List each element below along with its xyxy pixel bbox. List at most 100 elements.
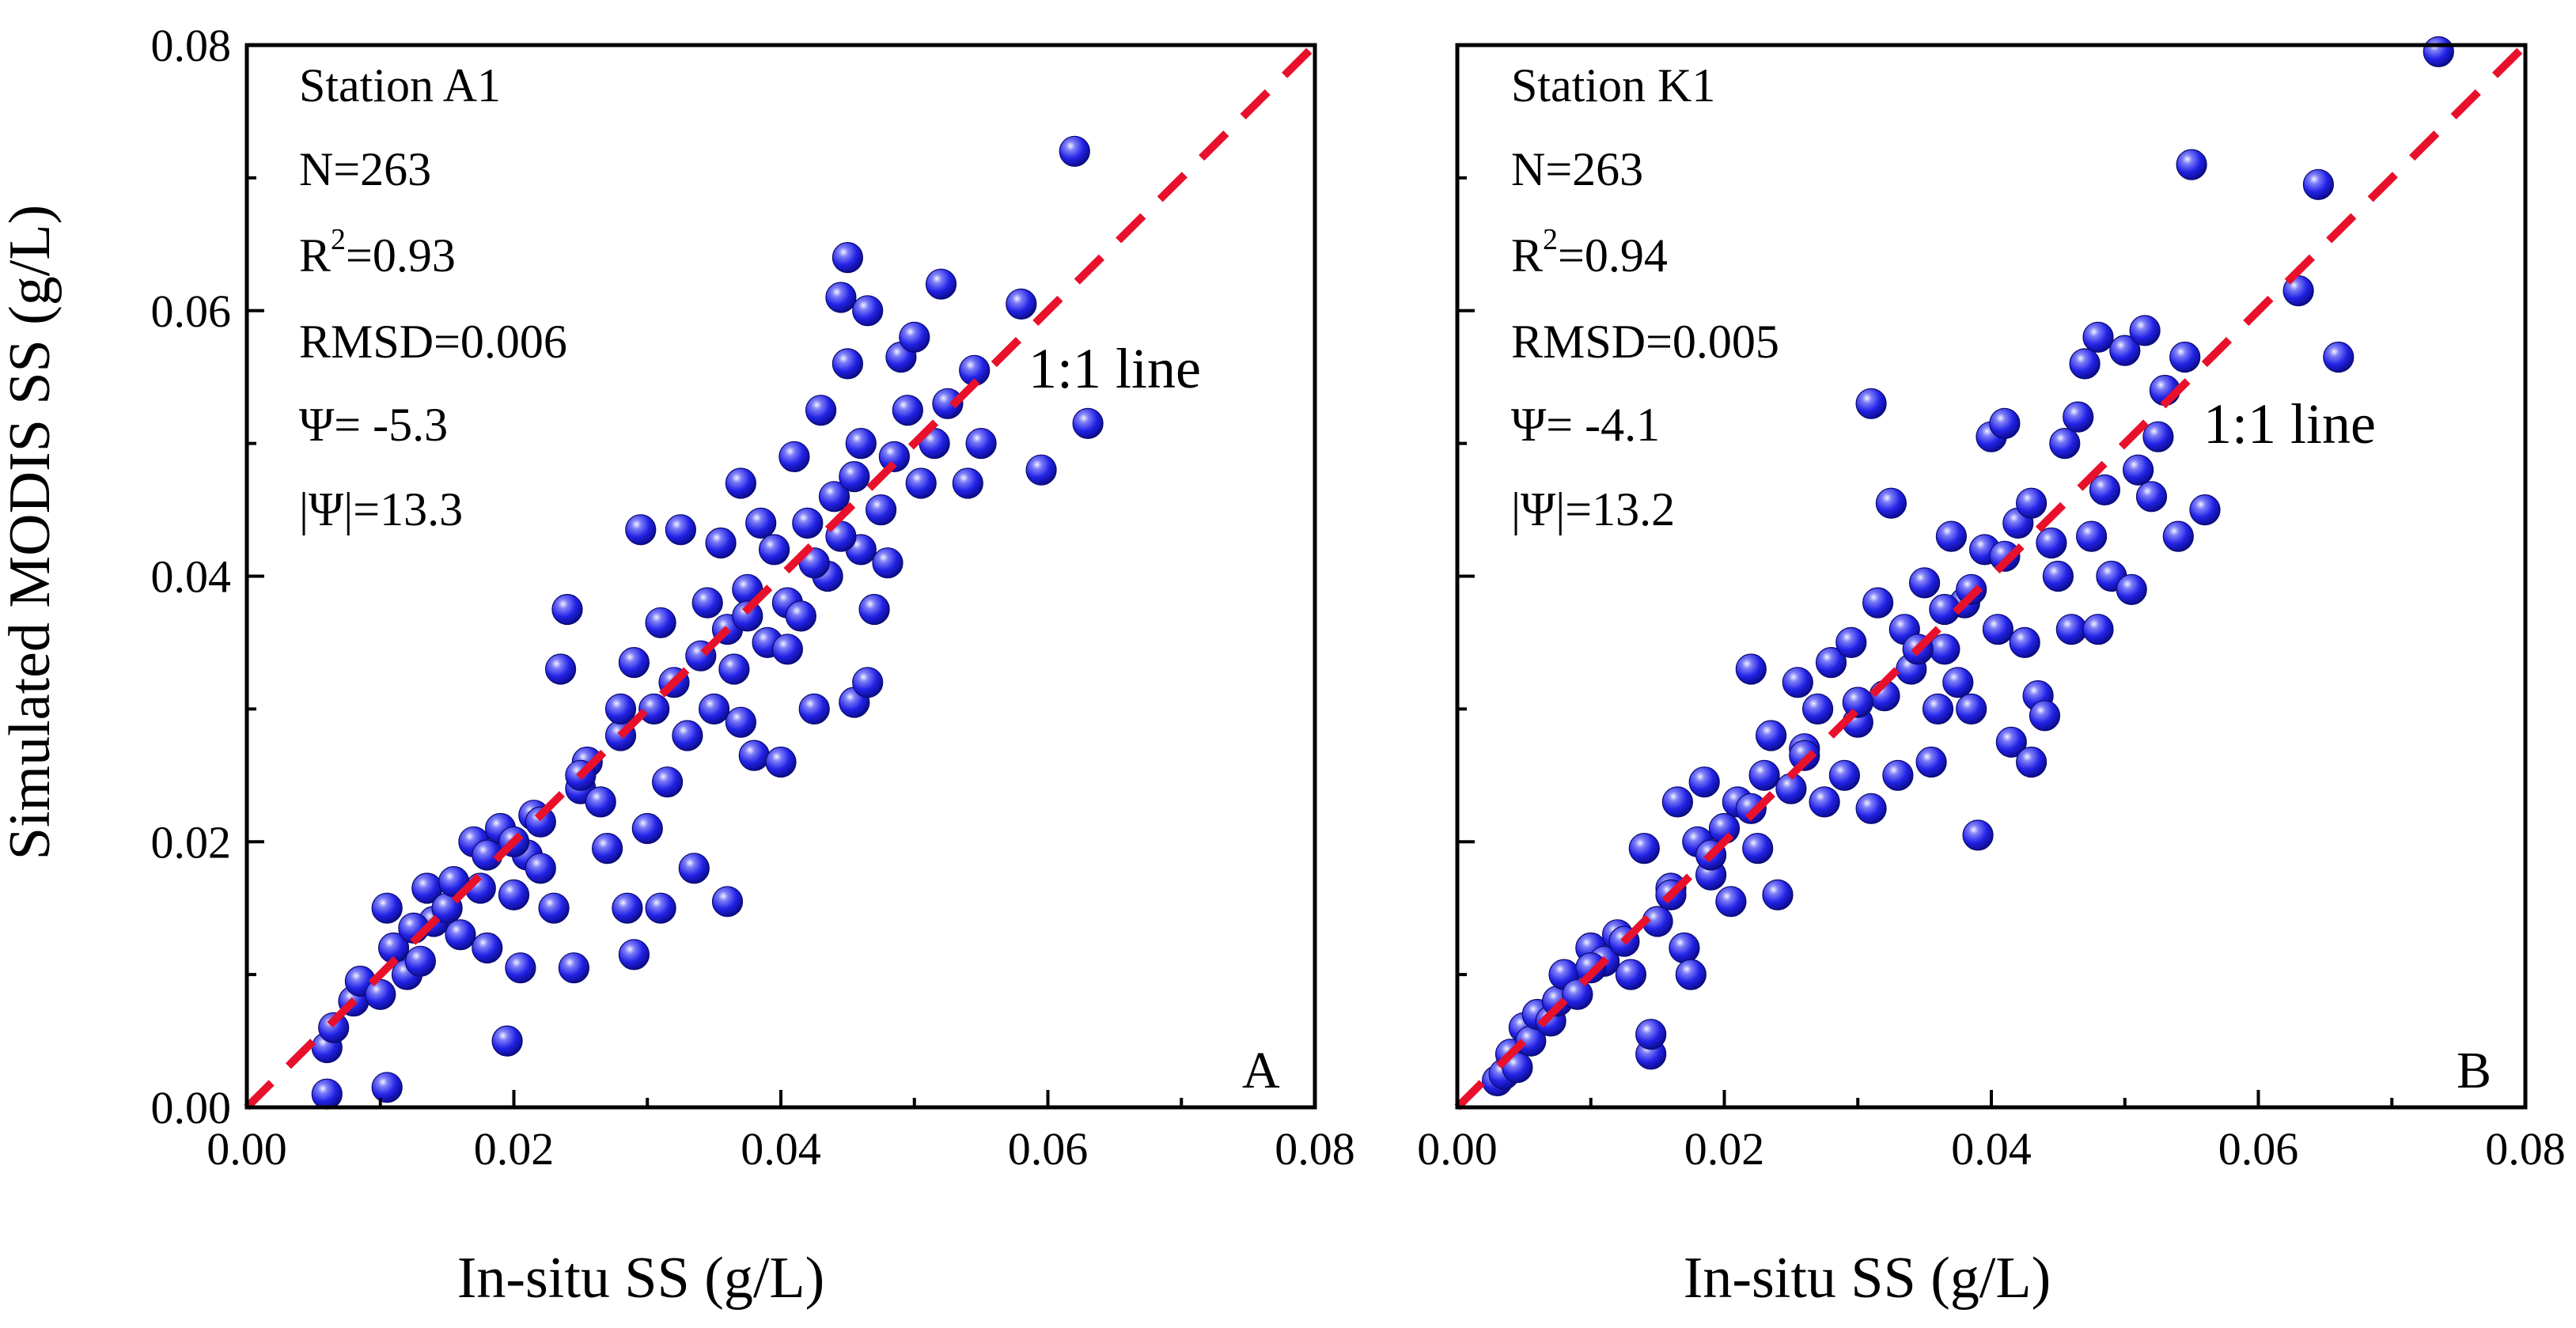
panel-a-point-0 <box>311 1078 343 1110</box>
panel-a-point-48 <box>691 587 723 619</box>
panel-b-point-97 <box>1956 573 1987 605</box>
panel-b-point-91 <box>2189 494 2221 526</box>
panel-b-point-98 <box>1989 540 2021 572</box>
panel-a-r2: R2=0.93 <box>299 223 456 282</box>
panel-a-y-tick-label: 0.08 <box>151 20 232 71</box>
panel-a-point-20 <box>498 879 530 911</box>
panel-b-point-24 <box>1688 766 1720 798</box>
panel-a-point-67 <box>805 395 837 426</box>
panel-b-points <box>1481 36 2454 1097</box>
panel-a-point-32 <box>591 832 623 865</box>
panel-b-abs-psi: |Ψ|=13.2 <box>1511 483 1675 535</box>
panel-a-point-10 <box>404 945 437 977</box>
panel-b-point-55 <box>1935 520 1967 552</box>
panel-b-point-71 <box>2042 560 2074 592</box>
panel-a-point-94 <box>1059 135 1090 167</box>
panel-a-point-42 <box>651 766 684 798</box>
panel-a-point-45 <box>672 720 703 751</box>
panel-a-point-41 <box>645 607 676 638</box>
panel-b-n: N=263 <box>1511 143 1643 195</box>
panel-b-point-30 <box>1742 832 1774 865</box>
panel-b-point-27 <box>1715 886 1747 917</box>
panel-b-point-47 <box>1875 487 1907 519</box>
panel-b-point-32 <box>1756 720 1787 751</box>
panel-a-line-label: 1:1 line <box>1029 337 1201 400</box>
panel-b-point-51 <box>1909 567 1941 599</box>
panel-a-point-85 <box>905 467 937 499</box>
panel-b-point-37 <box>1802 693 1834 725</box>
panel-a-point-88 <box>932 388 964 419</box>
panel-a-point-75 <box>845 427 877 460</box>
panel-a-point-28 <box>558 952 590 984</box>
panel-b-tick-labels: 0.00 0.02 0.04 0.06 0.08 <box>1417 1123 2566 1175</box>
panel-a-r2-exponent: 2 <box>331 223 346 256</box>
panel-b-point-79 <box>2089 474 2120 506</box>
panel-b-point-94 <box>2323 341 2354 373</box>
panel-a-point-50 <box>705 527 737 559</box>
panel-a-point-19 <box>491 1025 523 1057</box>
panel-b-point-103 <box>1735 793 1767 824</box>
panel-b-point-95 <box>2423 36 2454 68</box>
panel-a-point-103 <box>525 806 556 838</box>
panel-b-x-tick-label: 0.08 <box>2485 1123 2566 1175</box>
panel-b-point-53 <box>1922 693 1954 725</box>
panel-b-point-85 <box>2135 481 2168 513</box>
y-axis-title: Simulated MODIS SS (g/L) <box>0 205 63 860</box>
panel-a-r2-value: =0.93 <box>346 229 456 282</box>
panel-a-point-51 <box>711 886 744 917</box>
panel-a-point-61 <box>765 746 797 778</box>
panel-a-point-92 <box>1006 288 1037 320</box>
panel-a-point-70 <box>825 282 857 313</box>
panel-b-one-to-one-line <box>1454 42 2529 1110</box>
panel-a-point-25 <box>538 892 570 924</box>
panel-b-point-69 <box>2029 700 2061 732</box>
panel-b-point-17 <box>1635 1019 1667 1050</box>
panel-a-point-63 <box>778 441 810 473</box>
panel-b-point-82 <box>2116 573 2147 605</box>
panel-a-point-14 <box>445 919 476 951</box>
panel-a-point-46 <box>678 853 710 884</box>
panel-a-station: Station A1 <box>299 59 501 112</box>
panel-a-y-tick-label: 0.04 <box>151 551 232 603</box>
panel-a-abs-psi: |Ψ|=13.3 <box>299 483 463 535</box>
panel-b-point-63 <box>1989 407 2021 440</box>
panel-b-point-31 <box>1748 759 1780 791</box>
panel-b-point-66 <box>2009 626 2040 659</box>
panel-b-point-101 <box>1842 687 1873 718</box>
panel-a-point-64 <box>785 600 816 632</box>
panel-a-y-tick-label: 0.02 <box>151 816 232 868</box>
panel-b-point-99 <box>2016 487 2048 519</box>
panel-a-psi: Ψ= -5.3 <box>299 399 448 451</box>
panel-a-x-tick-label: 0.06 <box>1008 1123 1089 1175</box>
panel-a-point-6 <box>365 978 396 1010</box>
panel-a-one-to-one-line <box>244 42 1318 1110</box>
panel-b-point-40 <box>1828 759 1860 791</box>
panel-b-r2: R2=0.94 <box>1511 223 1668 282</box>
panel-a-point-53 <box>718 653 750 685</box>
panel-b-point-70 <box>2036 527 2067 559</box>
panel-b-point-35 <box>1782 667 1813 698</box>
panel-a-point-27 <box>551 593 583 626</box>
panel-b-point-39 <box>1815 646 1847 679</box>
panel-b: 0.00 0.02 0.04 0.06 0.08 Station K1 N=263 R2… <box>1417 36 2566 1175</box>
panel-a-point-71 <box>832 242 864 274</box>
panel-b-point-43 <box>1855 388 1887 419</box>
panel-a-x-axis-title: In-situ SS (g/L) <box>457 1246 825 1311</box>
panel-a-point-95 <box>1072 407 1104 440</box>
panel-a-y-tick-label: 0.06 <box>151 286 232 337</box>
panel-b-point-29 <box>1735 653 1767 685</box>
panel-a-point-8 <box>371 892 403 924</box>
panel-a-point-49 <box>698 693 730 725</box>
panel-b-x-tick-label: 0.06 <box>2218 1123 2299 1175</box>
panel-a-point-37 <box>625 514 657 546</box>
panel-b-point-86 <box>2142 421 2174 452</box>
panel-a-point-97 <box>771 634 804 665</box>
panel-a-point-84 <box>899 321 930 353</box>
panel-a-point-58 <box>745 507 777 539</box>
panel-a-x-tick-label: 0.04 <box>741 1123 821 1175</box>
panel-a-point-21 <box>505 952 536 984</box>
panel-b-point-38 <box>1809 786 1840 818</box>
panel-a-point-72 <box>832 348 864 380</box>
panel-b-point-78 <box>2082 614 2114 645</box>
